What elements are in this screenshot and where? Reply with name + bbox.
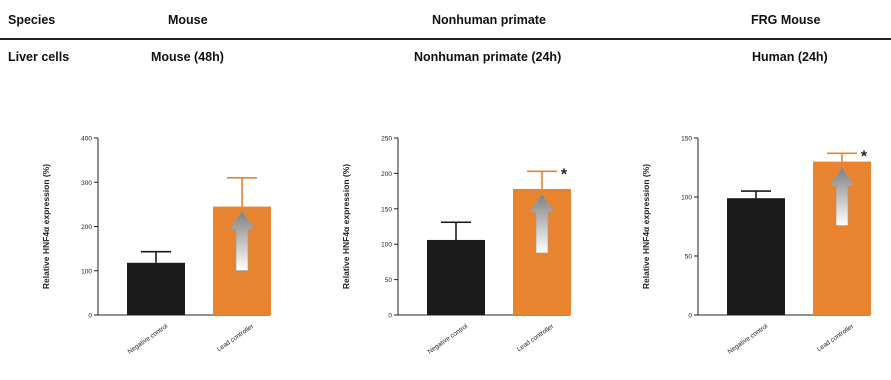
x-tick-label: Negative control	[127, 323, 170, 356]
y-tick-label: 100	[81, 268, 92, 275]
significance-star: *	[561, 166, 568, 183]
y-tick-label: 250	[381, 136, 392, 143]
liver-cells-row-label: Liver cells	[8, 50, 70, 64]
up-arrow-icon	[529, 193, 555, 254]
liver-cells-nonhuman-primate: Nonhuman primate (24h)	[414, 50, 562, 64]
y-tick-label: 0	[88, 313, 92, 320]
up-arrow-icon	[229, 210, 255, 271]
species-row-label: Species	[8, 13, 56, 27]
chart-nonhuman-primate: Relative HNF4α expression (%) 0 50 100 150 20…	[341, 136, 571, 356]
y-tick-label: 100	[381, 242, 392, 249]
species-nonhuman-primate: Nonhuman primate	[432, 13, 546, 27]
y-tick-label: 50	[385, 277, 393, 284]
chart-mouse: Relative HNF4α expression (%) 0 100 200 300 4…	[41, 136, 271, 356]
header-divider	[0, 38, 891, 40]
x-tick-label: Lead controller	[216, 322, 256, 353]
up-arrow-icon	[829, 167, 855, 226]
y-axis-label: Relative HNF4α expression (%)	[41, 164, 51, 289]
x-tick-label: Lead controller	[516, 322, 556, 353]
y-tick-label: 300	[81, 180, 92, 187]
x-tick-label: Negative control	[427, 323, 470, 356]
y-tick-label: 200	[81, 224, 92, 231]
bar-negative-control	[727, 198, 785, 315]
bar-negative-control	[127, 262, 185, 315]
y-tick-label: 150	[681, 136, 692, 143]
species-mouse: Mouse	[168, 13, 208, 27]
y-tick-label: 50	[685, 254, 693, 261]
y-tick-label: 0	[388, 313, 392, 320]
species-frg-mouse: FRG Mouse	[751, 13, 821, 27]
liver-cells-mouse: Mouse (48h)	[151, 50, 224, 64]
y-tick-label: 0	[688, 313, 692, 320]
x-tick-label: Lead controller	[816, 322, 856, 353]
y-tick-label: 100	[681, 195, 692, 202]
y-tick-label: 400	[81, 136, 92, 143]
y-tick-label: 150	[381, 206, 392, 213]
y-axis-label: Relative HNF4α expression (%)	[341, 164, 351, 289]
significance-star: *	[861, 148, 868, 165]
bar-negative-control	[427, 239, 485, 315]
y-tick-label: 200	[381, 171, 392, 178]
x-tick-label: Negative control	[727, 323, 770, 356]
chart-frg-mouse: Relative HNF4α expression (%) 0 50 100 150 Ne…	[641, 136, 871, 356]
liver-cells-human: Human (24h)	[752, 50, 828, 64]
y-axis-label: Relative HNF4α expression (%)	[641, 164, 651, 289]
